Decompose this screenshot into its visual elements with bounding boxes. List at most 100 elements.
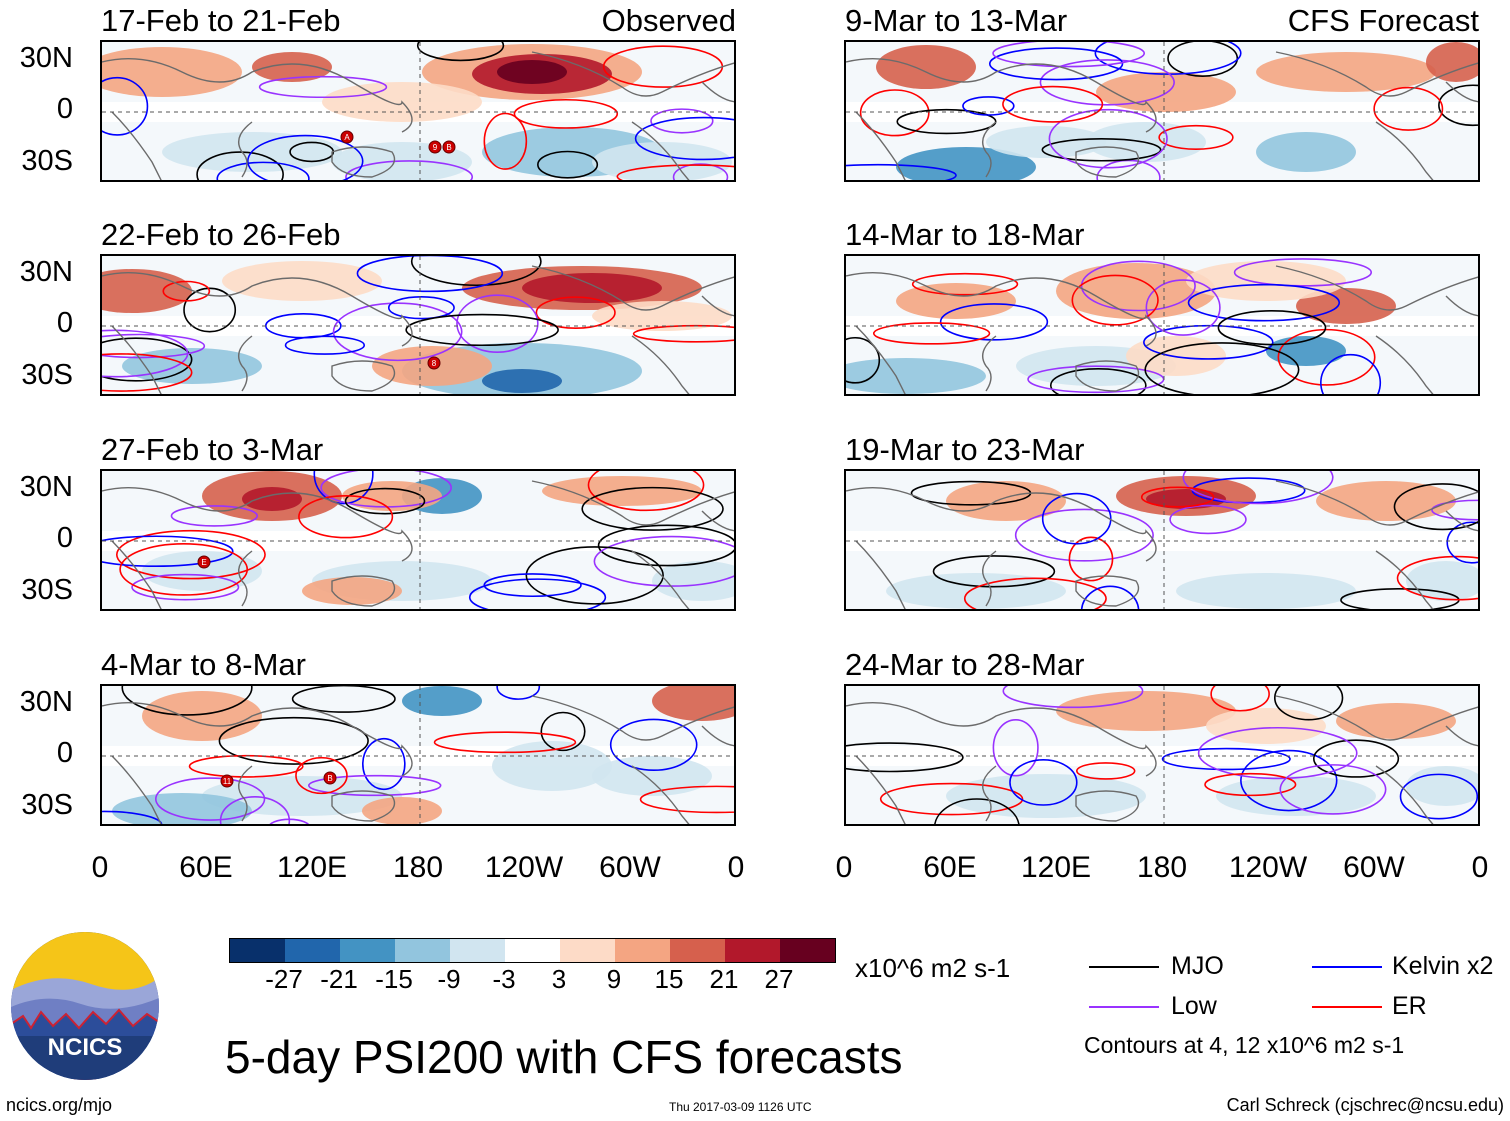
contour-line xyxy=(597,524,734,567)
x-tick-label: 180 xyxy=(1136,851,1188,884)
contour-line xyxy=(581,486,724,531)
panel-title: 22-Feb to 26-Feb xyxy=(101,217,341,252)
coastline xyxy=(982,335,997,392)
contour-line xyxy=(1094,42,1242,75)
coastline xyxy=(531,480,734,526)
coastline xyxy=(1375,765,1434,824)
anomaly-shading xyxy=(1096,72,1236,112)
anomaly-shading xyxy=(1316,481,1456,521)
contour-line xyxy=(1039,59,1175,106)
x-tick-label: 0 xyxy=(727,851,745,884)
contour-line xyxy=(932,555,1056,588)
contour-line xyxy=(1080,585,1140,609)
panel-title: 17-Feb to 21-Feb xyxy=(101,3,341,38)
coastline xyxy=(1075,575,1140,607)
contour-line xyxy=(872,322,991,345)
coastline xyxy=(1375,335,1434,394)
contour-line xyxy=(1373,86,1444,131)
contour-line xyxy=(1240,749,1338,812)
contour-line xyxy=(496,686,541,700)
legend-label-low: Low xyxy=(1171,992,1217,1020)
colorbar-swatch xyxy=(340,939,395,962)
anomaly-shading xyxy=(402,686,482,716)
contour-line xyxy=(405,313,559,347)
panel-title: 19-Mar to 23-Mar xyxy=(845,432,1085,467)
footer-url[interactable]: ncics.org/mjo xyxy=(6,1095,113,1115)
colorbar-tick-label: 9 xyxy=(606,964,622,994)
contour-line xyxy=(896,108,997,135)
legend-label-er: ER xyxy=(1392,992,1427,1020)
contour-line xyxy=(1041,137,1162,162)
coastline xyxy=(102,58,413,133)
contour-line xyxy=(962,96,1015,116)
contour-line xyxy=(1204,772,1297,797)
anomaly-shading xyxy=(222,261,382,301)
contour-line xyxy=(988,47,1124,81)
contour-line xyxy=(416,42,505,62)
contour-line xyxy=(1273,686,1344,721)
anomaly-shading xyxy=(896,283,1016,319)
contour-line xyxy=(1068,536,1114,582)
contour-line xyxy=(934,798,1020,824)
coastline xyxy=(531,695,734,741)
anomaly-shading xyxy=(652,686,734,721)
contour-line xyxy=(1002,686,1144,709)
coastline xyxy=(531,51,734,97)
anomaly-shading xyxy=(986,126,1106,158)
colorbar-tick-label: 27 xyxy=(764,964,794,994)
colorbar-swatch xyxy=(395,939,450,962)
colorbar-tick-label: -21 xyxy=(320,964,358,994)
coastline xyxy=(982,121,997,178)
anomaly-shading xyxy=(142,691,262,741)
anomaly-shading xyxy=(876,45,976,89)
coastline xyxy=(238,550,253,607)
contour-line xyxy=(639,785,734,814)
anomaly-shading xyxy=(522,273,662,303)
coastline xyxy=(1075,790,1140,822)
map-panel-forecast-4 xyxy=(844,684,1480,826)
coastline xyxy=(1445,510,1478,532)
contour-line xyxy=(121,686,253,716)
anomaly-shading xyxy=(592,756,712,796)
coastline xyxy=(111,325,162,394)
contour-line xyxy=(992,719,1039,777)
contour-line xyxy=(345,160,474,180)
contour-line xyxy=(387,296,455,320)
coastline xyxy=(982,765,997,822)
y-tick-label: 30S xyxy=(21,789,73,821)
storm-marker-label: B xyxy=(327,774,332,783)
contour-line xyxy=(1396,555,1478,601)
colorbar-swatch xyxy=(670,939,725,962)
anomaly-shading xyxy=(252,52,332,82)
coastline xyxy=(701,725,734,747)
contour-line xyxy=(1217,310,1327,346)
contour-line xyxy=(540,711,586,752)
colorbar-swatch xyxy=(560,939,615,962)
anomaly-shading xyxy=(1206,708,1326,744)
footer-author: Carl Schreck (cjschrec@ncsu.edu) xyxy=(1226,1095,1504,1115)
map-panel-forecast-3 xyxy=(844,469,1480,611)
contour-line xyxy=(879,782,1024,816)
contour-line xyxy=(1009,759,1078,806)
contour-line xyxy=(537,150,599,179)
ncics-logo[interactable]: NCICS xyxy=(11,932,159,1080)
contour-line xyxy=(1431,499,1478,521)
coastline xyxy=(1445,725,1478,747)
contour-line xyxy=(1167,42,1239,77)
anomaly-shading xyxy=(946,774,1146,818)
storm-marker xyxy=(197,555,211,569)
anomaly-shading xyxy=(497,60,567,84)
colorbar-units: x10^6 m2 s-1 xyxy=(855,953,1011,983)
x-tick-label: 0 xyxy=(91,851,109,884)
contour-line xyxy=(115,529,266,580)
contour-line xyxy=(859,89,930,137)
anomaly-shading xyxy=(1056,691,1236,731)
contour-line xyxy=(1002,85,1104,123)
colorbar-swatch xyxy=(285,939,340,962)
coastline xyxy=(102,487,413,562)
coastline xyxy=(1375,121,1434,180)
anomaly-shading xyxy=(1336,703,1456,739)
contour-line xyxy=(1233,258,1373,287)
colorbar-tick-label: 3 xyxy=(551,964,567,994)
